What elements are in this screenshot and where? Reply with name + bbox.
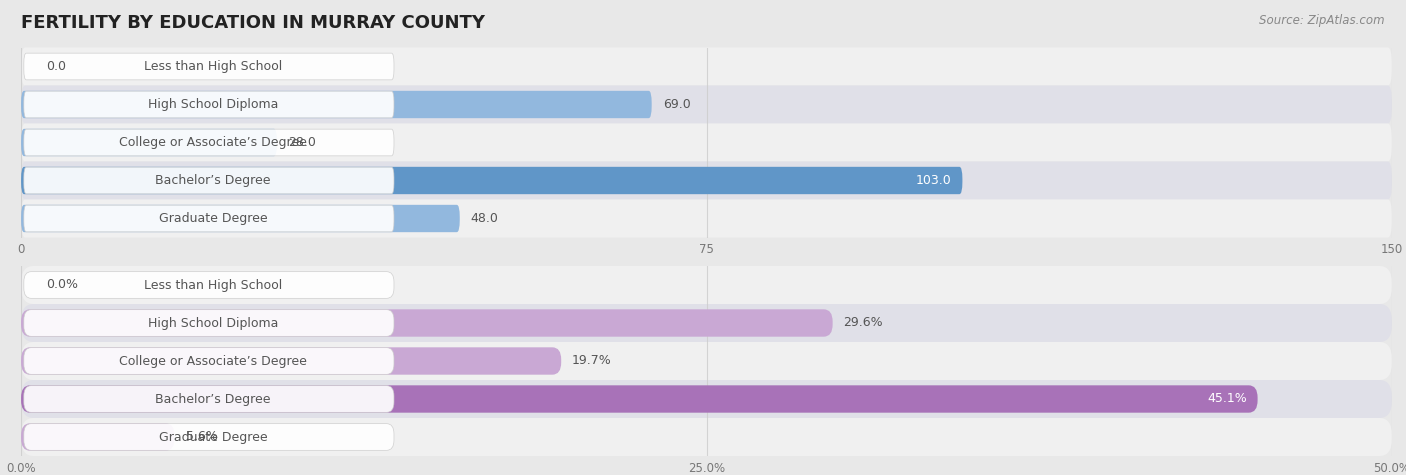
Text: Less than High School: Less than High School: [143, 60, 283, 73]
FancyBboxPatch shape: [21, 91, 652, 118]
FancyBboxPatch shape: [21, 385, 1257, 413]
Text: 103.0: 103.0: [915, 174, 952, 187]
Text: Less than High School: Less than High School: [143, 278, 283, 292]
FancyBboxPatch shape: [24, 167, 394, 194]
FancyBboxPatch shape: [24, 129, 394, 156]
Text: Graduate Degree: Graduate Degree: [159, 212, 267, 225]
FancyBboxPatch shape: [21, 86, 1392, 124]
FancyBboxPatch shape: [24, 91, 394, 118]
FancyBboxPatch shape: [21, 423, 174, 451]
Text: High School Diploma: High School Diploma: [148, 316, 278, 330]
Text: 45.1%: 45.1%: [1206, 392, 1247, 406]
FancyBboxPatch shape: [21, 129, 277, 156]
Text: Source: ZipAtlas.com: Source: ZipAtlas.com: [1260, 14, 1385, 27]
Text: 69.0: 69.0: [662, 98, 690, 111]
FancyBboxPatch shape: [21, 48, 1392, 86]
Text: High School Diploma: High School Diploma: [148, 98, 278, 111]
Text: Bachelor’s Degree: Bachelor’s Degree: [155, 174, 271, 187]
FancyBboxPatch shape: [21, 266, 1392, 304]
Text: 0.0%: 0.0%: [46, 278, 77, 292]
FancyBboxPatch shape: [21, 167, 963, 194]
Text: 29.6%: 29.6%: [844, 316, 883, 330]
FancyBboxPatch shape: [21, 380, 1392, 418]
Text: College or Associate’s Degree: College or Associate’s Degree: [120, 354, 307, 368]
FancyBboxPatch shape: [21, 418, 1392, 456]
FancyBboxPatch shape: [24, 53, 394, 80]
Text: 0.0: 0.0: [46, 60, 66, 73]
Text: 5.6%: 5.6%: [186, 430, 218, 444]
FancyBboxPatch shape: [24, 348, 394, 374]
Text: Graduate Degree: Graduate Degree: [159, 430, 267, 444]
FancyBboxPatch shape: [21, 162, 1392, 199]
FancyBboxPatch shape: [21, 200, 1392, 238]
FancyBboxPatch shape: [21, 342, 1392, 380]
FancyBboxPatch shape: [24, 205, 394, 232]
FancyBboxPatch shape: [21, 304, 1392, 342]
Text: 48.0: 48.0: [471, 212, 499, 225]
Text: College or Associate’s Degree: College or Associate’s Degree: [120, 136, 307, 149]
FancyBboxPatch shape: [24, 386, 394, 412]
Text: 19.7%: 19.7%: [572, 354, 612, 368]
FancyBboxPatch shape: [21, 309, 832, 337]
FancyBboxPatch shape: [21, 124, 1392, 162]
Text: FERTILITY BY EDUCATION IN MURRAY COUNTY: FERTILITY BY EDUCATION IN MURRAY COUNTY: [21, 14, 485, 32]
FancyBboxPatch shape: [24, 272, 394, 298]
FancyBboxPatch shape: [24, 310, 394, 336]
Text: Bachelor’s Degree: Bachelor’s Degree: [155, 392, 271, 406]
FancyBboxPatch shape: [21, 347, 561, 375]
FancyBboxPatch shape: [24, 424, 394, 450]
FancyBboxPatch shape: [21, 205, 460, 232]
Text: 28.0: 28.0: [288, 136, 316, 149]
